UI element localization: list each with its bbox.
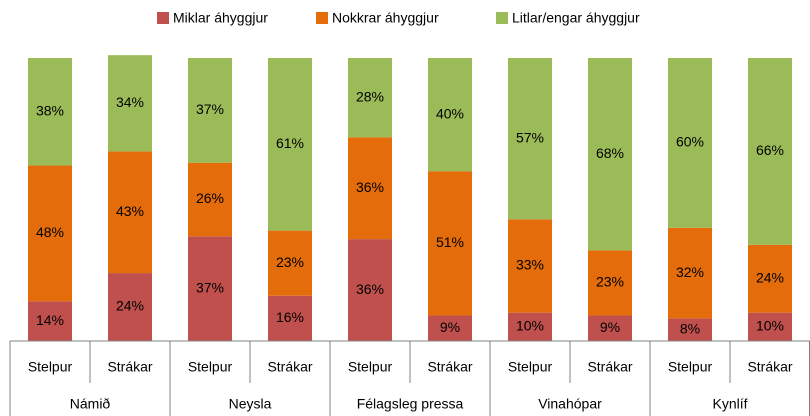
data-label: 9% — [440, 319, 460, 335]
bar-segment — [428, 58, 472, 172]
bar-segment — [588, 250, 632, 316]
x-tick-label: Stelpur — [508, 359, 553, 375]
data-label: 48% — [36, 224, 64, 240]
data-label: 10% — [756, 318, 784, 334]
data-label: 60% — [676, 134, 704, 150]
data-label: 38% — [36, 102, 64, 118]
data-label: 24% — [756, 269, 784, 285]
x-tick-label: Stelpur — [28, 359, 73, 375]
bar-segment — [348, 58, 392, 138]
x-tick-label: Strákar — [747, 359, 792, 375]
data-label: 57% — [516, 129, 544, 145]
data-label: 68% — [596, 145, 624, 161]
legend-label: Miklar áhyggjur — [173, 10, 268, 26]
bar-segment — [748, 58, 792, 245]
bar-segment — [668, 318, 712, 341]
bar-segment — [108, 151, 152, 274]
bar-segment — [188, 58, 232, 163]
data-label: 61% — [276, 135, 304, 151]
data-label: 66% — [756, 142, 784, 158]
bar-segment — [348, 137, 392, 240]
data-label: 40% — [436, 105, 464, 121]
bar-segment — [428, 171, 472, 316]
data-label: 14% — [36, 312, 64, 328]
bar-segment — [188, 162, 232, 237]
x-tick-label: Strákar — [107, 359, 152, 375]
data-label: 37% — [196, 101, 224, 117]
x-tick-label: Stelpur — [348, 359, 393, 375]
data-label: 36% — [356, 179, 384, 195]
data-label: 43% — [116, 203, 144, 219]
data-label: 24% — [116, 298, 144, 314]
bar-segment — [508, 58, 552, 220]
bar-segment — [108, 273, 152, 341]
legend-swatch — [496, 12, 508, 24]
data-label: 10% — [516, 318, 544, 334]
bar-segment — [428, 315, 472, 341]
legend-swatch — [157, 12, 169, 24]
group-label: Vinahópar — [538, 396, 602, 412]
bar-segment — [588, 58, 632, 251]
data-label: 8% — [680, 320, 700, 336]
bar-segment — [668, 58, 712, 228]
x-tick-label: Strákar — [587, 359, 632, 375]
bar-segment — [28, 165, 72, 302]
bar-segment — [268, 295, 312, 341]
group-label: Námið — [70, 396, 111, 412]
bar-segment — [748, 312, 792, 341]
bar-segment — [28, 58, 72, 166]
data-label: 33% — [516, 257, 544, 273]
data-label: 34% — [116, 94, 144, 110]
group-label: Félagsleg pressa — [357, 396, 464, 412]
data-label: 36% — [356, 281, 384, 297]
bar-segment — [28, 301, 72, 341]
bar-segment — [748, 244, 792, 313]
data-label: 28% — [356, 88, 384, 104]
x-tick-label: Stelpur — [668, 359, 713, 375]
data-label: 16% — [276, 309, 304, 325]
data-label: 51% — [436, 234, 464, 250]
data-label: 26% — [196, 190, 224, 206]
bar-segment — [668, 227, 712, 319]
group-label: Neysla — [229, 396, 272, 412]
legend-label: Litlar/engar áhyggjur — [512, 10, 640, 26]
bar-segment — [588, 315, 632, 341]
bar-segment — [508, 312, 552, 341]
legend-label: Nokkrar áhyggjur — [332, 10, 439, 26]
x-tick-label: Strákar — [427, 359, 472, 375]
data-label: 9% — [600, 319, 620, 335]
group-label: Kynlíf — [712, 396, 747, 412]
bar-segment — [348, 239, 392, 341]
bar-segment — [188, 236, 232, 341]
data-label: 23% — [276, 254, 304, 270]
data-label: 32% — [676, 264, 704, 280]
x-tick-label: Strákar — [267, 359, 312, 375]
x-tick-label: Stelpur — [188, 359, 233, 375]
data-label: 23% — [596, 274, 624, 290]
bar-segment — [268, 58, 312, 231]
bar-segment — [508, 219, 552, 313]
bar-segment — [268, 230, 312, 296]
bar-segment — [108, 55, 152, 152]
data-label: 37% — [196, 279, 224, 295]
legend-swatch — [316, 12, 328, 24]
